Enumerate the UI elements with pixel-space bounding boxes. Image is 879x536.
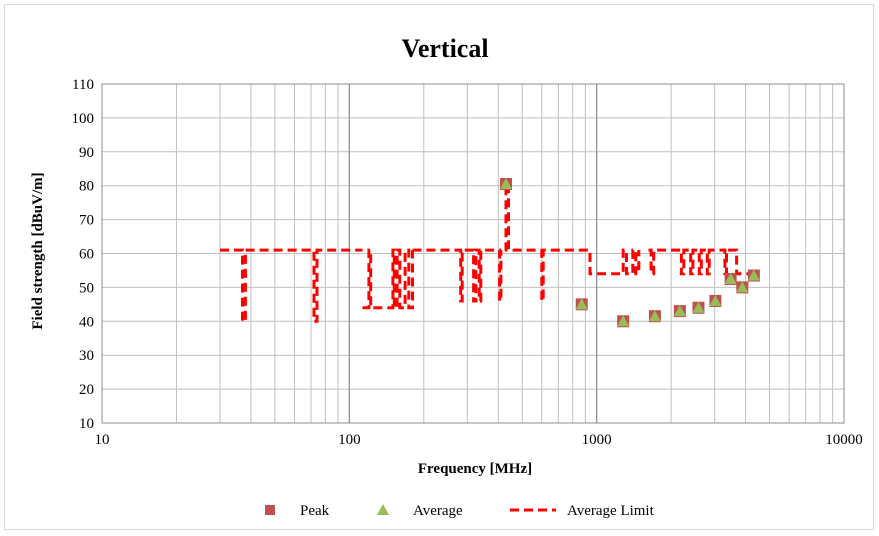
legend-label: Peak bbox=[300, 503, 330, 519]
x-tick-label: 1000 bbox=[582, 432, 612, 448]
y-axis-label: Field strength [dBuV/m] bbox=[30, 172, 46, 329]
legend-label: Average bbox=[413, 503, 463, 519]
average-marker bbox=[575, 298, 588, 310]
average-marker bbox=[747, 269, 760, 281]
plot-marks bbox=[220, 178, 760, 328]
average-marker bbox=[500, 178, 513, 190]
x-tick-label: 10 bbox=[95, 432, 110, 448]
y-tick-label: 70 bbox=[79, 213, 94, 229]
legend-label: Average Limit bbox=[567, 503, 655, 519]
limit-line-segment bbox=[362, 248, 414, 310]
y-axis-ticks: 10 20 30 40 50 60 70 80 90 100 110 bbox=[72, 77, 95, 432]
limit-line-segment bbox=[504, 182, 641, 303]
y-tick-label: 60 bbox=[79, 247, 94, 263]
chart-frame: Vertical 10 20 30 40 50 60 70 80 90 100 110 10 100 1… bbox=[4, 4, 874, 530]
chart-title: Vertical bbox=[401, 34, 488, 63]
y-tick-label: 110 bbox=[72, 77, 94, 93]
legend-average-swatch bbox=[377, 504, 389, 515]
y-tick-label: 50 bbox=[79, 280, 94, 296]
x-axis-label: Frequency [MHz] bbox=[418, 461, 532, 477]
chart-grid bbox=[101, 83, 845, 424]
y-tick-label: 100 bbox=[72, 111, 95, 127]
legend: Peak Average Average Limit bbox=[265, 503, 655, 519]
limit-line-segment bbox=[412, 248, 503, 303]
x-axis-ticks: 10 100 1000 10000 bbox=[95, 432, 863, 448]
average-marker bbox=[709, 294, 722, 306]
x-tick-label: 100 bbox=[338, 432, 361, 448]
average-marker bbox=[673, 305, 686, 317]
y-tick-label: 80 bbox=[79, 179, 94, 195]
y-tick-label: 90 bbox=[79, 145, 94, 161]
plot-area-border bbox=[101, 83, 845, 424]
average-marker bbox=[724, 272, 737, 284]
average-marker bbox=[692, 301, 705, 313]
y-tick-label: 30 bbox=[79, 348, 94, 364]
y-tick-label: 20 bbox=[79, 382, 94, 398]
average-marker bbox=[617, 315, 630, 327]
x-tick-label: 10000 bbox=[825, 432, 863, 448]
limit-line-segment bbox=[220, 248, 363, 323]
legend-peak-swatch bbox=[265, 505, 275, 515]
average-marker bbox=[736, 281, 749, 293]
y-tick-label: 40 bbox=[79, 314, 94, 330]
average-marker bbox=[648, 310, 661, 322]
y-tick-label: 10 bbox=[79, 416, 94, 432]
